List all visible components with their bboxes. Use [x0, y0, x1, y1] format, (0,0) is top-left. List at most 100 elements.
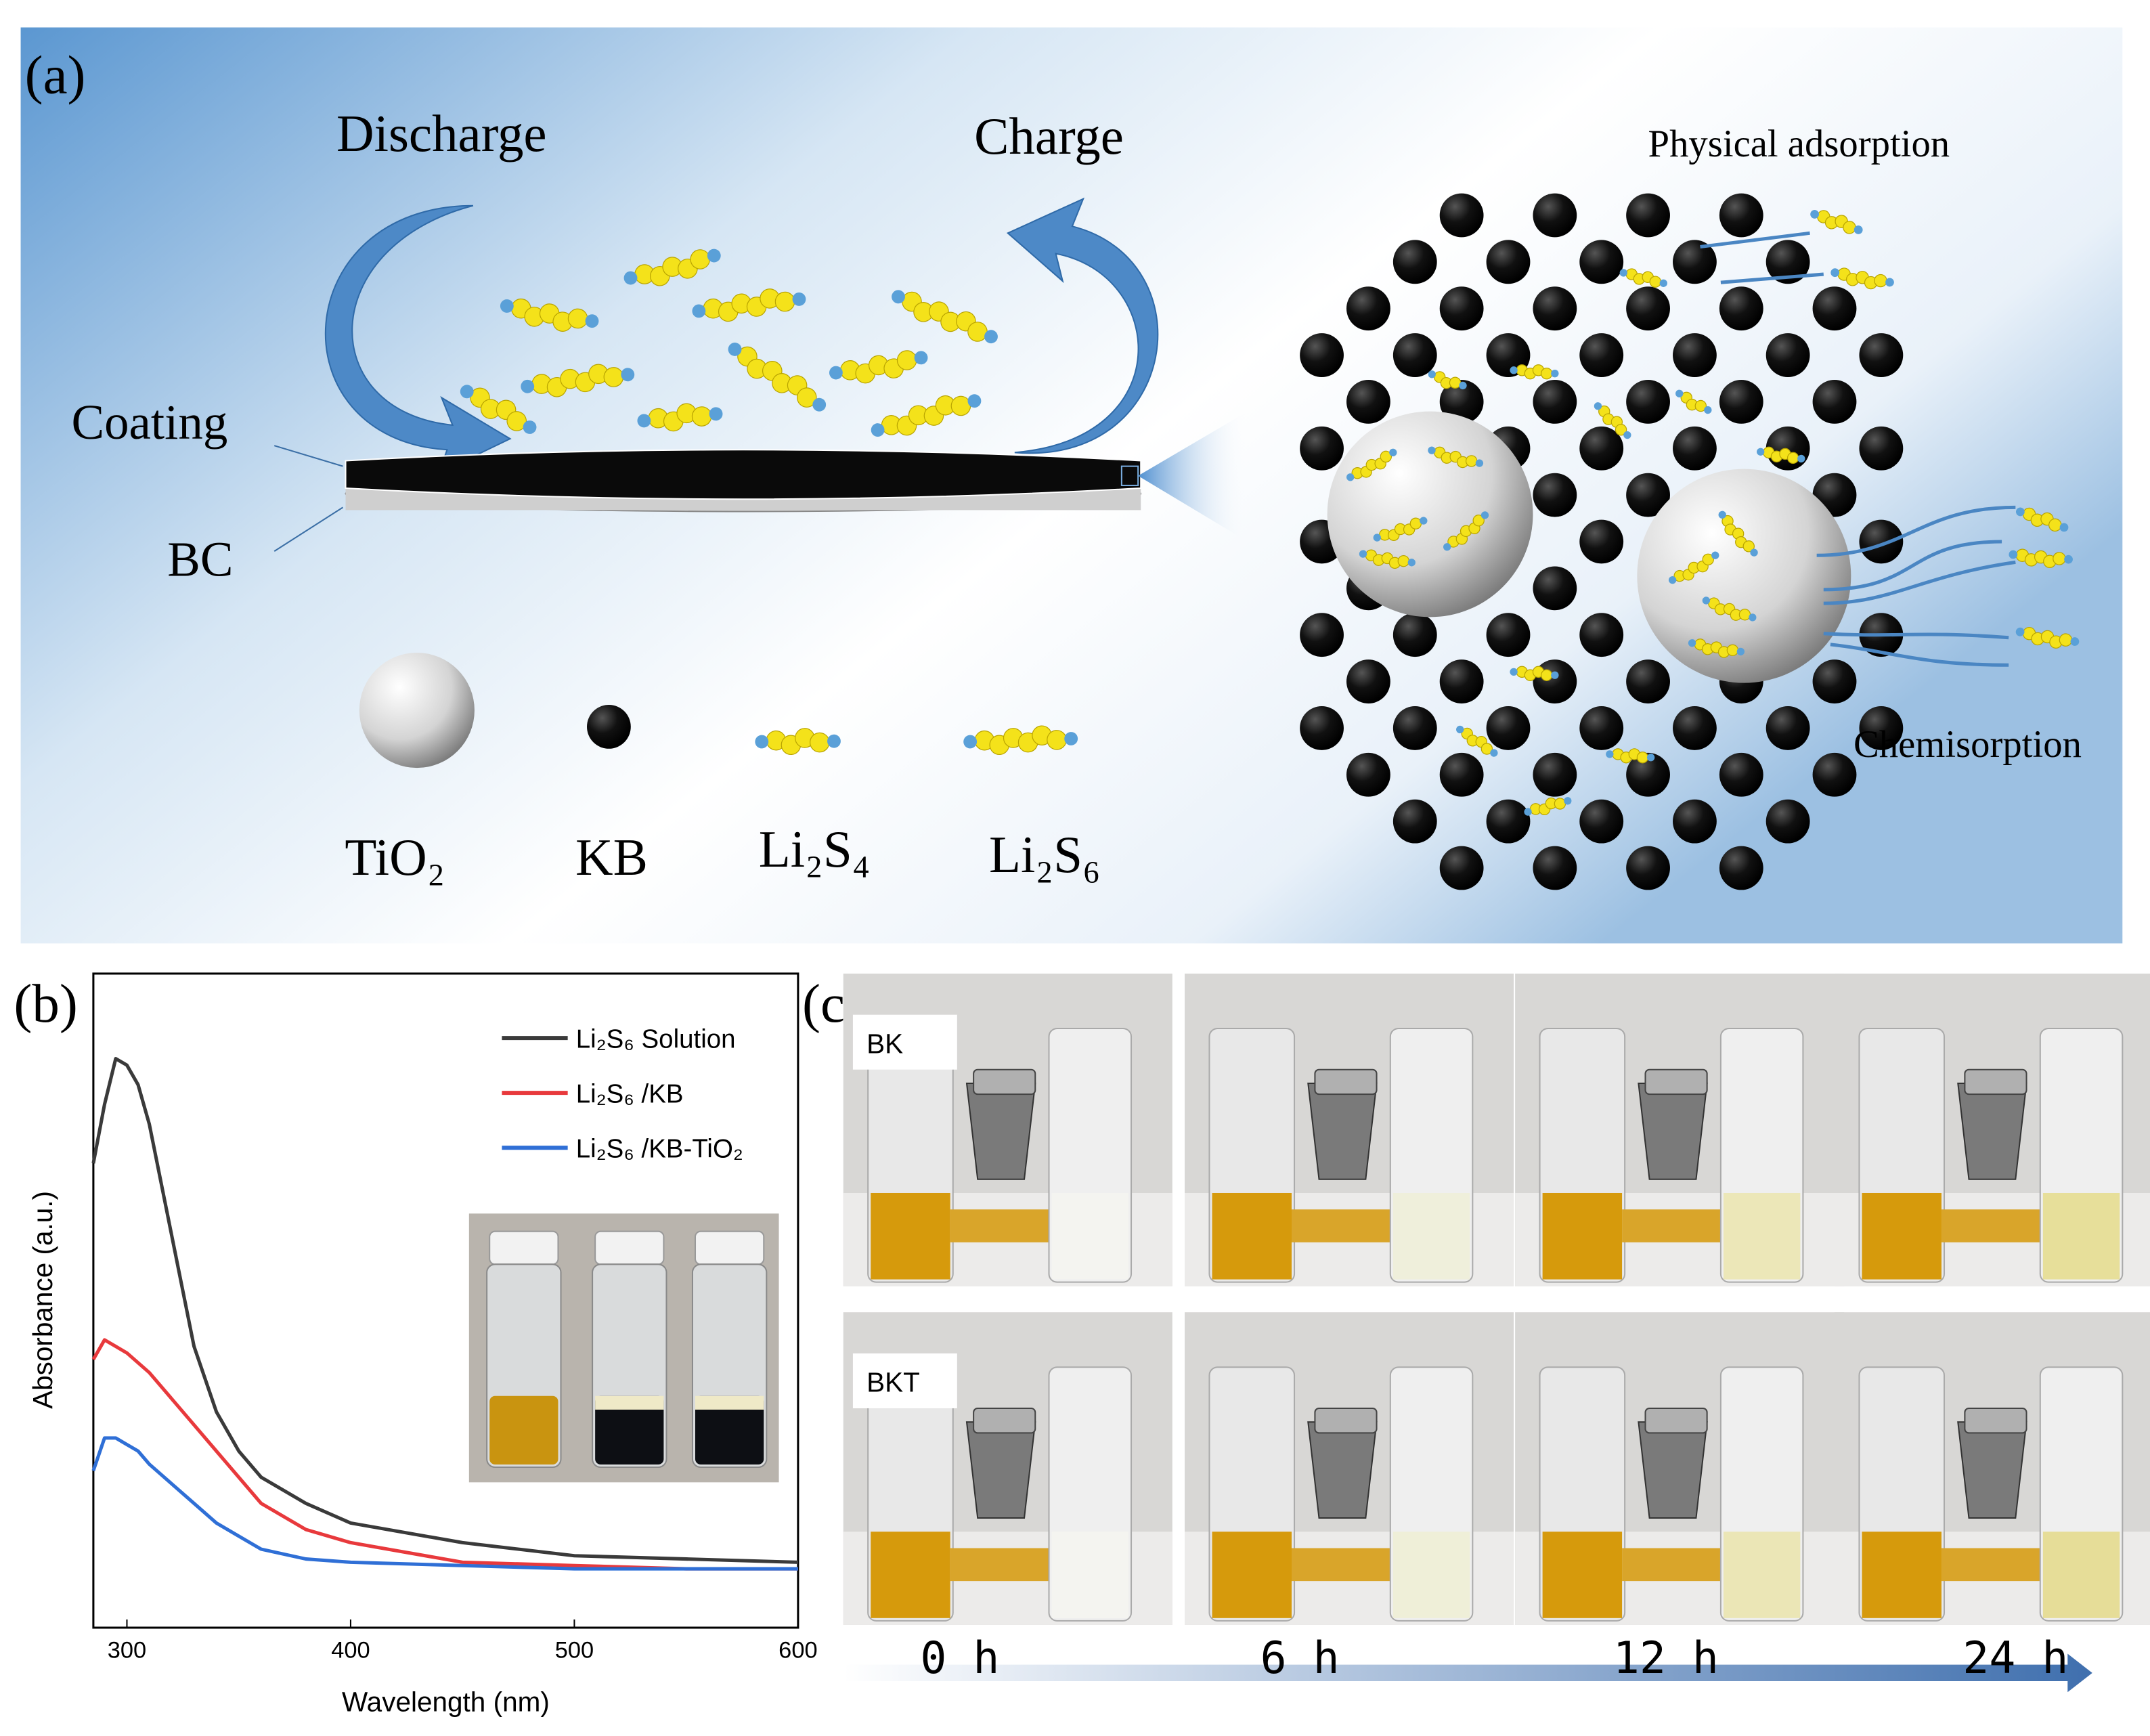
clamp	[1307, 1421, 1378, 1519]
kb-particle	[1533, 473, 1577, 517]
clamp	[1957, 1082, 2027, 1180]
kb-particle	[1533, 752, 1577, 797]
kb-particle	[1439, 659, 1484, 703]
lithium-atom	[1830, 268, 1840, 278]
kb-particle	[1859, 426, 1904, 471]
right-liquid	[1392, 1192, 1470, 1280]
clamp-screw	[1314, 1068, 1378, 1095]
kb-particle	[1579, 799, 1624, 844]
x-axis-title: Wavelength (nm)	[342, 1687, 550, 1718]
lithium-atom	[1064, 732, 1078, 745]
polysulfide-chain	[1606, 748, 1655, 764]
kb-particle	[1719, 286, 1763, 331]
kb-symbol	[587, 704, 631, 749]
polysulfide-chain	[1718, 511, 1758, 557]
clamp	[965, 1082, 1036, 1180]
polysulfide-chain	[1702, 596, 1757, 622]
kb-particle	[1300, 426, 1344, 471]
physical-adsorption-label: Physical adsorption	[1648, 123, 1950, 165]
lithium-atom	[1407, 559, 1416, 567]
kb-particle	[1626, 380, 1670, 424]
left-liquid	[1212, 1532, 1292, 1618]
time-label: 12 h	[1613, 1633, 1719, 1684]
right-liquid	[1051, 1532, 1128, 1618]
kb-particle	[1579, 706, 1624, 750]
kb-particle	[1673, 426, 1717, 471]
lithium-atom	[621, 368, 635, 382]
kb-particle	[1859, 333, 1904, 377]
lithium-atom	[871, 423, 885, 437]
clamp	[1638, 1421, 1708, 1519]
polysulfide-chain	[1757, 446, 1805, 464]
coating-layer	[345, 449, 1142, 500]
clamp	[1307, 1082, 1378, 1180]
polysulfide-chain	[1443, 511, 1489, 551]
polysulfide-chain	[2015, 626, 2080, 649]
vial-liquid	[695, 1395, 764, 1464]
x-tick-label: 300	[108, 1638, 146, 1664]
adsorption-arrow	[1823, 632, 2009, 640]
lithium-atom	[2015, 627, 2025, 636]
polysulfide-chain	[521, 364, 635, 397]
kb-particle	[1579, 519, 1624, 564]
legend-label: Li₂S₆ /KB-TiO₂	[576, 1134, 743, 1163]
bridge	[1622, 1548, 1732, 1582]
kb-particle	[1300, 706, 1344, 750]
y-axis-title: Absorbance (a.u.)	[27, 1191, 58, 1409]
time-label: 24 h	[1962, 1633, 2068, 1684]
lithium-atom	[2009, 550, 2018, 559]
lithium-atom	[963, 735, 978, 749]
charge-arrow	[1006, 197, 1159, 454]
legend-label: Li₂S₆ /KB	[576, 1079, 684, 1108]
kb-particle	[1486, 706, 1531, 750]
right-liquid	[1051, 1192, 1128, 1280]
lithium-atom	[1749, 613, 1757, 622]
polysulfide-chain	[2016, 507, 2069, 532]
time-label: 0 h	[920, 1633, 999, 1684]
lithium-atom	[1359, 550, 1367, 558]
polysulfide-chain	[692, 288, 806, 322]
lithium-atom	[1551, 370, 1559, 378]
lithium-atom	[1688, 639, 1696, 647]
lithium-atom	[2064, 555, 2073, 564]
kb-particle	[1486, 240, 1531, 284]
lithium-atom	[2059, 523, 2069, 532]
legend-label: Li₂S₄	[759, 820, 871, 878]
kb-particle	[1533, 566, 1577, 611]
kb-particle	[1719, 193, 1763, 238]
polysulfide-chain	[1668, 551, 1719, 584]
kb-particle	[1765, 799, 1810, 844]
polysulfide-chain	[755, 728, 841, 756]
kb-particle	[1533, 380, 1577, 424]
polysulfide-chain	[1510, 666, 1559, 681]
clamp-screw	[1964, 1407, 2027, 1434]
kb-particle	[1300, 333, 1344, 377]
right-liquid	[2042, 1532, 2120, 1618]
polysulfide-chain	[500, 298, 599, 332]
chemisorption-label: Chemisorption	[1853, 723, 2082, 766]
kb-particle	[1719, 380, 1763, 424]
panel-label: (b)	[14, 973, 77, 1034]
lithium-atom	[914, 351, 928, 365]
lithium-atom	[1551, 671, 1559, 679]
polysulfide-chain	[1428, 446, 1484, 469]
kb-particle	[1719, 846, 1763, 890]
lithium-atom	[1797, 454, 1805, 463]
plot-frame	[92, 972, 799, 1629]
lithium-atom	[892, 290, 905, 304]
adsorption-arrow	[1830, 643, 2009, 667]
lithium-atom	[1702, 596, 1711, 605]
left-liquid	[1542, 1532, 1623, 1618]
clamp-screw	[1644, 1407, 1708, 1434]
polysulfide-chain	[1524, 797, 1572, 816]
polysulfide-chain	[892, 290, 998, 344]
lithium-atom	[2070, 637, 2080, 646]
lithium-atom	[812, 397, 827, 412]
kb-particle	[1346, 286, 1390, 331]
polysulfide-chain	[963, 725, 1078, 756]
kb-particle	[1673, 799, 1717, 844]
kb-particle	[1812, 380, 1857, 424]
lithium-atom	[460, 385, 474, 399]
kb-particle	[1626, 193, 1670, 238]
